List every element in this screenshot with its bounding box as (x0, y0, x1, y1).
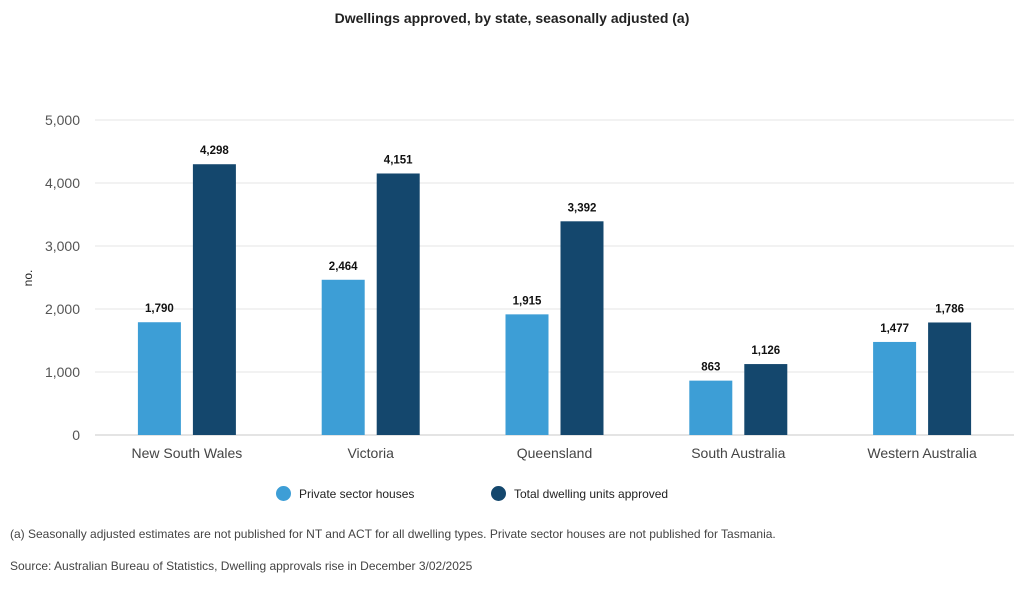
bar-total-dwellings[interactable] (376, 173, 420, 435)
legend-label: Private sector houses (299, 486, 415, 501)
y-tick-label: 5,000 (45, 112, 80, 128)
footnote: (a) Seasonally adjusted estimates are no… (10, 527, 776, 541)
category-labels: New South Wales Victoria Queensland South A… (132, 445, 978, 461)
data-label: 1,790 (145, 303, 174, 315)
data-label: 1,477 (880, 323, 909, 335)
bar-private-houses[interactable] (873, 341, 917, 435)
data-label: 863 (701, 362, 720, 374)
data-label: 3,392 (568, 202, 597, 214)
bar-total-dwellings[interactable] (192, 164, 236, 435)
legend-item-total-dwellings[interactable]: Total dwelling units approved (491, 486, 668, 501)
bar-chart: 0 1,000 2,000 3,000 4,000 5,000 no. 1,790 4,29… (21, 112, 1014, 461)
data-label: 4,151 (384, 154, 413, 166)
legend-label: Total dwelling units approved (514, 486, 669, 501)
category-label: New South Wales (132, 445, 243, 461)
data-label: 1,915 (513, 295, 542, 307)
y-tick-label: 0 (72, 427, 80, 443)
bars (137, 164, 972, 435)
legend: Private sector houses Total dwelling uni… (0, 486, 1024, 510)
legend-item-private-houses[interactable]: Private sector houses (276, 486, 414, 501)
y-axis-label: no. (21, 270, 35, 287)
data-label: 1,126 (751, 345, 780, 357)
y-tick-label: 4,000 (45, 175, 80, 191)
bar-private-houses[interactable] (505, 314, 549, 435)
legend-swatch-icon (491, 486, 506, 501)
y-tick-label: 3,000 (45, 238, 80, 254)
data-label: 4,298 (200, 145, 229, 157)
bar-total-dwellings[interactable] (928, 322, 972, 435)
data-labels: 1,790 4,298 2,464 4,151 1,915 3,392 863 1,126 1,… (145, 145, 964, 373)
bar-total-dwellings[interactable] (744, 364, 788, 435)
chart-title: Dwellings approved, by state, seasonally… (334, 10, 690, 26)
y-axis-ticks: 0 1,000 2,000 3,000 4,000 5,000 (45, 112, 80, 443)
category-label: Queensland (517, 445, 593, 461)
y-tick-label: 2,000 (45, 301, 80, 317)
category-label: Western Australia (867, 445, 977, 461)
bar-private-houses[interactable] (137, 322, 181, 435)
data-label: 1,786 (935, 303, 964, 315)
legend-swatch-icon (276, 486, 291, 501)
source-note: Source: Australian Bureau of Statistics,… (10, 559, 473, 573)
y-tick-label: 1,000 (45, 364, 80, 380)
gridlines (95, 119, 1014, 436)
bar-private-houses[interactable] (689, 380, 733, 435)
data-label: 2,464 (329, 261, 358, 273)
bar-private-houses[interactable] (321, 279, 365, 435)
category-label: South Australia (691, 445, 785, 461)
bar-total-dwellings[interactable] (560, 221, 604, 435)
category-label: Victoria (347, 445, 394, 461)
